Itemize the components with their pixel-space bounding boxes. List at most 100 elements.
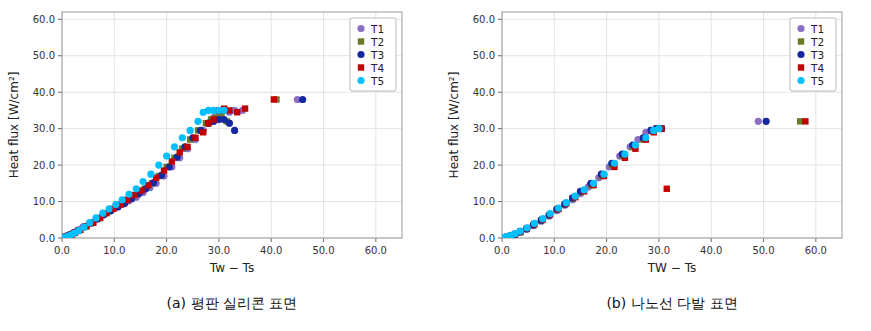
point bbox=[176, 149, 182, 155]
grid-line bbox=[711, 12, 712, 238]
series bbox=[502, 118, 803, 238]
tick-mark bbox=[711, 238, 712, 242]
legend-marker bbox=[797, 77, 804, 84]
tick-label: 20.0 bbox=[155, 245, 177, 256]
grid-line bbox=[502, 92, 842, 93]
point bbox=[163, 152, 170, 159]
tick-label: 10.0 bbox=[473, 196, 495, 207]
point bbox=[271, 96, 277, 102]
y-axis-label: Heat flux [W/cm²] bbox=[447, 72, 461, 179]
grid-line bbox=[763, 12, 764, 238]
series bbox=[62, 96, 277, 238]
point bbox=[86, 219, 93, 226]
tick-label: 50.0 bbox=[473, 50, 495, 61]
grid-line bbox=[502, 201, 842, 202]
tick-mark bbox=[375, 238, 376, 242]
grid-line bbox=[166, 12, 167, 238]
point bbox=[161, 167, 167, 173]
tick-label: 10.0 bbox=[103, 245, 125, 256]
panel: 0.010.020.030.040.050.060.00.010.020.030… bbox=[7, 12, 402, 311]
point bbox=[133, 185, 140, 192]
tick-mark bbox=[218, 238, 219, 242]
background bbox=[0, 0, 871, 331]
tick-label: 50.0 bbox=[752, 245, 774, 256]
tick-mark bbox=[763, 238, 764, 242]
point bbox=[80, 223, 87, 230]
legend-label: T4 bbox=[370, 62, 384, 74]
chart-canvas: 0.010.020.030.040.050.060.00.010.020.030… bbox=[0, 0, 871, 331]
legend-marker bbox=[797, 25, 804, 32]
grid-line bbox=[218, 12, 219, 238]
legend-label: T5 bbox=[370, 75, 384, 87]
series bbox=[502, 118, 770, 238]
point bbox=[763, 118, 770, 125]
plot-frame bbox=[62, 12, 402, 238]
point bbox=[194, 118, 201, 125]
series bbox=[502, 118, 809, 238]
tick-mark bbox=[498, 92, 502, 93]
marks bbox=[62, 96, 306, 238]
legend-label: T5 bbox=[810, 75, 824, 87]
point bbox=[555, 205, 562, 212]
tick-label: 40.0 bbox=[260, 245, 282, 256]
tick-label: 20.0 bbox=[595, 245, 617, 256]
point bbox=[139, 178, 146, 185]
tick-mark bbox=[58, 55, 62, 56]
point bbox=[611, 160, 618, 167]
legend-marker bbox=[798, 38, 804, 44]
point bbox=[112, 201, 119, 208]
tick-mark bbox=[58, 165, 62, 166]
tick-label: 10.0 bbox=[543, 245, 565, 256]
legend-box bbox=[350, 18, 396, 91]
tick-label: 30.0 bbox=[208, 245, 230, 256]
point bbox=[664, 186, 670, 192]
tick-mark bbox=[58, 19, 62, 20]
grid-line bbox=[323, 12, 324, 238]
point bbox=[655, 125, 662, 132]
tick-label: 60.0 bbox=[365, 245, 387, 256]
point bbox=[192, 135, 198, 141]
grid-line bbox=[271, 12, 272, 238]
legend-marker bbox=[358, 64, 364, 70]
legend-label: T1 bbox=[370, 23, 384, 35]
tick-mark bbox=[498, 201, 502, 202]
point bbox=[226, 120, 233, 127]
point bbox=[621, 151, 628, 158]
chart-title: (b) 나노선 다발 표면 bbox=[606, 295, 737, 311]
grid-line bbox=[606, 12, 607, 238]
legend-label: T4 bbox=[810, 62, 824, 74]
tick-label: 30.0 bbox=[473, 123, 495, 134]
tick-label: 40.0 bbox=[33, 87, 55, 98]
point bbox=[81, 224, 87, 230]
point bbox=[231, 127, 238, 134]
point bbox=[632, 141, 639, 148]
series bbox=[62, 96, 280, 238]
tick-mark bbox=[498, 238, 502, 239]
point bbox=[155, 161, 162, 168]
legend: T1T2T3T4T5 bbox=[350, 18, 396, 91]
series bbox=[62, 96, 301, 238]
grid-line bbox=[658, 12, 659, 238]
point bbox=[184, 144, 190, 150]
point bbox=[524, 225, 530, 231]
point bbox=[171, 143, 178, 150]
tick-label: 40.0 bbox=[473, 87, 495, 98]
chart-title: (a) 평판 실리콘 표면 bbox=[167, 295, 298, 311]
point bbox=[539, 215, 546, 222]
panel: 0.010.020.030.040.050.060.00.010.020.030… bbox=[447, 12, 842, 311]
grid-line bbox=[62, 165, 402, 166]
legend-marker bbox=[357, 25, 364, 32]
tick-mark bbox=[166, 238, 167, 242]
legend-marker bbox=[797, 51, 804, 58]
point bbox=[125, 191, 132, 198]
point bbox=[299, 96, 306, 103]
point bbox=[642, 134, 649, 141]
point bbox=[92, 214, 99, 221]
point bbox=[221, 107, 228, 114]
point bbox=[169, 158, 175, 164]
series bbox=[62, 96, 306, 238]
point bbox=[119, 196, 126, 203]
tick-label: 0.0 bbox=[54, 245, 70, 256]
tick-mark bbox=[498, 128, 502, 129]
point bbox=[563, 199, 570, 206]
